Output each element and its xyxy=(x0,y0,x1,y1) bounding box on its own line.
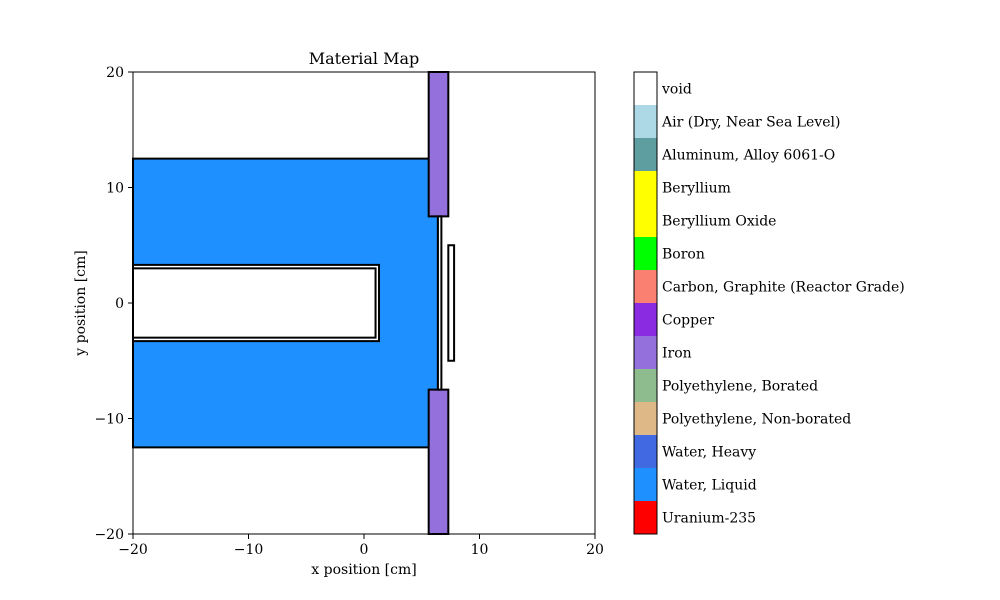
legend-swatch xyxy=(634,237,657,271)
x-tick-label: 10 xyxy=(471,542,489,558)
legend-label: Carbon, Graphite (Reactor Grade) xyxy=(662,280,905,296)
region-sample-slab xyxy=(447,244,456,362)
legend-swatch xyxy=(634,72,657,106)
region-iron-shield-upper xyxy=(427,71,450,218)
legend-swatch xyxy=(634,501,657,535)
material-colorbar: void Air (Dry, Near Sea Level) Aluminum, A… xyxy=(633,71,905,535)
region-beam-channel-inner xyxy=(132,267,377,339)
x-axis-ticks: −20 −10 0 10 20 xyxy=(118,534,604,558)
plot-regions xyxy=(132,71,456,535)
legend-label: Copper xyxy=(662,313,714,329)
y-axis-label: y position [cm] xyxy=(73,250,89,356)
legend-label: Polyethylene, Non-borated xyxy=(662,412,851,428)
legend-swatch xyxy=(634,468,657,502)
legend-swatch xyxy=(634,270,657,304)
colorbar-frame xyxy=(633,71,658,535)
x-tick-label: −20 xyxy=(118,542,148,558)
legend-label: Iron xyxy=(662,346,692,362)
legend-label: Beryllium xyxy=(662,181,731,197)
y-axis-ticks: −20 −10 0 10 20 xyxy=(94,65,133,543)
x-tick-label: −10 xyxy=(234,542,264,558)
y-tick-label: 10 xyxy=(106,181,124,197)
x-tick-label: 20 xyxy=(586,542,604,558)
y-tick-label: 20 xyxy=(106,65,124,81)
legend-label: Beryllium Oxide xyxy=(662,214,776,230)
legend-label: Polyethylene, Borated xyxy=(662,379,818,395)
region-iron-shield-lower xyxy=(427,388,450,535)
legend-label: Air (Dry, Near Sea Level) xyxy=(661,115,840,131)
y-tick-label: −10 xyxy=(94,412,124,428)
legend-swatch xyxy=(634,105,657,139)
legend-label: Water, Heavy xyxy=(662,445,756,461)
legend-label: Water, Liquid xyxy=(662,478,757,494)
legend-swatch xyxy=(634,138,657,172)
legend-label: void xyxy=(661,82,692,98)
legend-label: Boron xyxy=(662,247,705,263)
legend-label: Aluminum, Alloy 6061-O xyxy=(661,148,835,164)
x-tick-label: 0 xyxy=(360,542,369,558)
legend-swatch xyxy=(634,303,657,337)
chart-title: Material Map xyxy=(309,49,420,68)
legend-swatch xyxy=(634,336,657,370)
legend-label: Uranium-235 xyxy=(662,511,756,527)
legend-swatch xyxy=(634,204,657,238)
legend-swatch xyxy=(634,171,657,205)
region-window-gap xyxy=(436,215,443,391)
y-tick-label: 0 xyxy=(115,296,124,312)
x-axis-label: x position [cm] xyxy=(311,562,416,578)
legend-swatch xyxy=(634,369,657,403)
y-tick-label: −20 xyxy=(94,527,124,543)
legend-swatch xyxy=(634,435,657,469)
legend-swatch xyxy=(634,402,657,436)
